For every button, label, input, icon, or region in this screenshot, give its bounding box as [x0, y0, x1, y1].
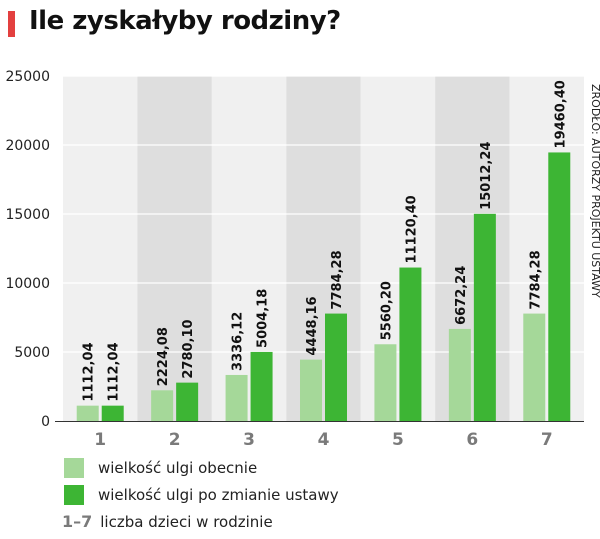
bar-value-label: 6672,24	[454, 266, 469, 325]
legend-range-text: liczba dzieci w rodzinie	[100, 512, 273, 531]
legend-item-after-change: wielkość ulgi po zmianie ustawy	[64, 485, 339, 505]
category-band	[509, 76, 584, 421]
bar-after-change	[101, 405, 124, 421]
category-band	[360, 76, 436, 421]
bar-value-label: 11120,40	[404, 195, 419, 263]
x-tick-label: 3	[243, 430, 255, 450]
bar-value-label: 2224,08	[156, 327, 171, 386]
y-tick-label: 15000	[5, 207, 50, 223]
bar-after-change	[325, 313, 347, 421]
legend-category-note: 1–7 liczba dzieci w rodzinie	[62, 512, 273, 531]
x-tick-label: 4	[318, 430, 330, 450]
bar-value-label: 2780,10	[181, 319, 196, 378]
bar-current	[374, 344, 397, 421]
bar-current	[300, 359, 322, 421]
bar-value-label: 19460,40	[553, 80, 568, 148]
bar-after-change	[176, 382, 199, 421]
category-band	[137, 76, 212, 421]
bar-value-label: 7784,28	[330, 250, 345, 309]
category-band	[435, 76, 510, 421]
x-tick-label: 6	[466, 430, 478, 450]
y-tick-label: 0	[41, 414, 50, 430]
bar-value-label: 5004,18	[256, 289, 271, 348]
y-tick-label: 10000	[5, 276, 50, 292]
x-tick-label: 2	[169, 430, 181, 450]
legend-label-after-change: wielkość ulgi po zmianie ustawy	[98, 486, 339, 504]
y-tick-label: 5000	[14, 345, 50, 361]
legend-swatch-current	[64, 458, 84, 478]
bar-after-change	[473, 213, 496, 421]
legend-item-current: wielkość ulgi obecnie	[64, 458, 257, 478]
x-tick-label: 7	[541, 430, 553, 450]
source-note: ŹRÓDŁO: AUTORZY PROJEKTU USTAWY	[589, 84, 600, 298]
bar-value-label: 1112,04	[107, 342, 122, 401]
bar-value-label: 3336,12	[231, 312, 246, 371]
bar-after-change	[250, 351, 273, 421]
bar-current	[151, 390, 174, 421]
legend-swatch-after-change	[64, 485, 84, 505]
bar-value-label: 15012,24	[479, 142, 494, 210]
category-band	[286, 76, 361, 421]
bar-current	[448, 328, 471, 421]
bar-value-label: 1112,04	[82, 342, 97, 401]
category-band	[211, 76, 287, 421]
bar-value-label: 4448,16	[305, 296, 320, 355]
bar-after-change	[399, 267, 422, 421]
chart-title: Ile zyskałyby rodziny?	[29, 6, 341, 36]
title-accent-bar	[8, 11, 15, 37]
bar-value-label: 7784,28	[528, 250, 543, 309]
category-band	[63, 76, 138, 421]
bar-value-label: 5560,20	[379, 281, 394, 340]
y-tick-label: 25000	[5, 69, 50, 85]
y-tick-label: 20000	[5, 138, 50, 154]
bar-current	[523, 313, 546, 421]
legend-label-current: wielkość ulgi obecnie	[98, 459, 258, 477]
bar-after-change	[548, 152, 571, 422]
x-tick-label: 1	[94, 430, 106, 450]
legend-range: 1–7	[62, 512, 93, 531]
bar-current	[225, 374, 248, 421]
bar-current	[76, 405, 99, 421]
x-tick-label: 5	[392, 430, 404, 450]
